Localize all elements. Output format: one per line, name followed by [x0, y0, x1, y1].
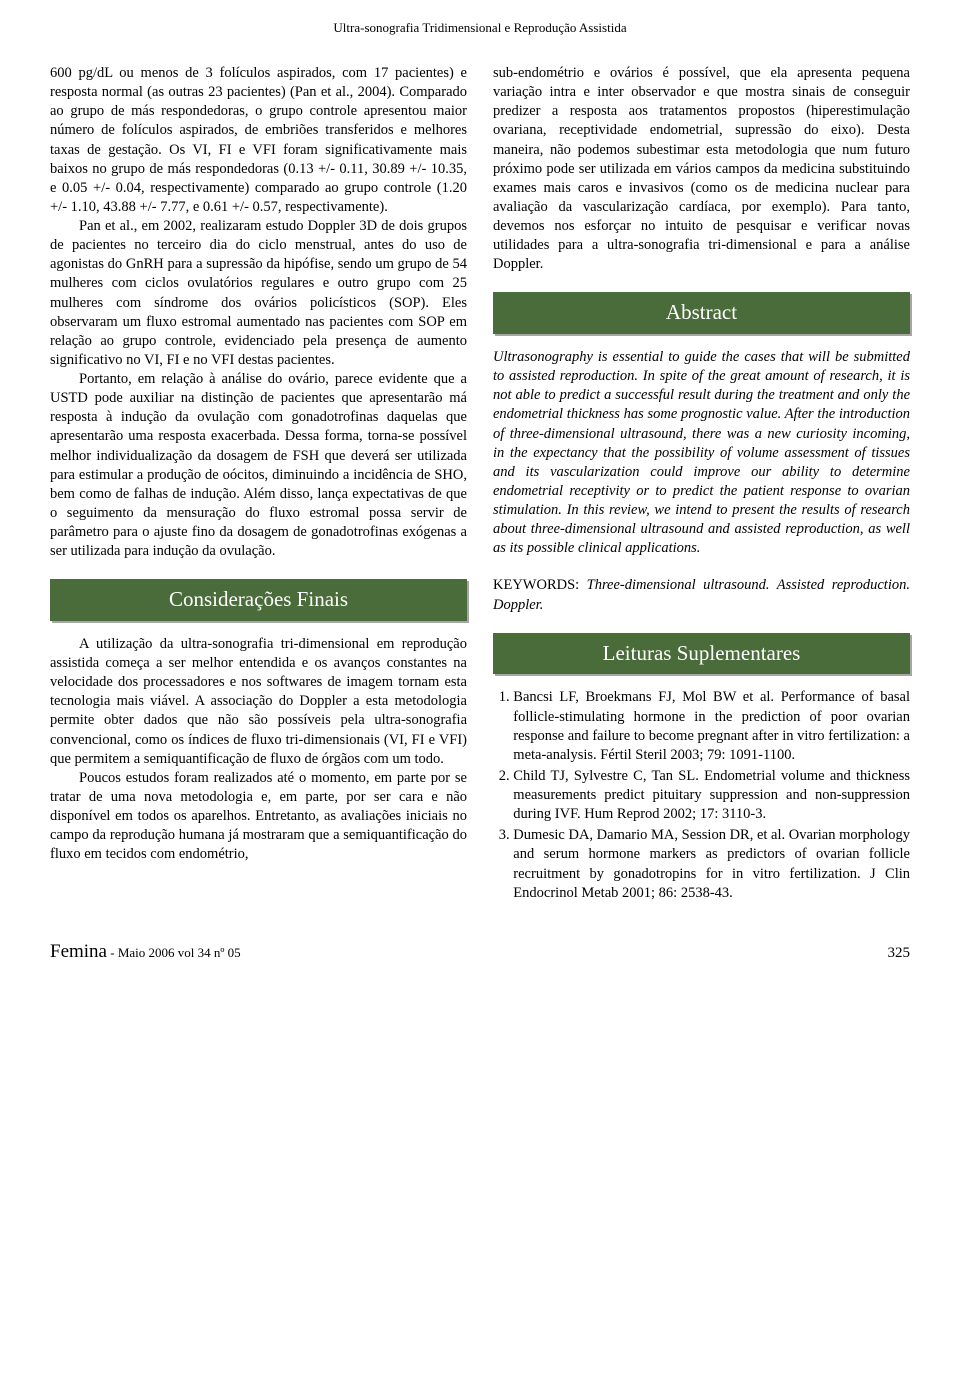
keywords-label: KEYWORDS:: [493, 577, 587, 593]
body-paragraph: 600 pg/dL ou menos de 3 folículos aspira…: [50, 64, 467, 217]
body-paragraph: Poucos estudos foram realizados até o mo…: [50, 769, 467, 865]
right-column: sub-endométrio e ovários é possível, que…: [493, 64, 910, 905]
reference-item: Dumesic DA, Damario MA, Session DR, et a…: [513, 826, 910, 903]
body-paragraph: Portanto, em relação à análise do ovário…: [50, 370, 467, 561]
section-heading-abstract: Abstract: [493, 292, 910, 334]
reference-item: Child TJ, Sylvestre C, Tan SL. Endometri…: [513, 767, 910, 824]
running-header: Ultra-sonografia Tridimensional e Reprod…: [50, 20, 910, 36]
section-heading-leituras: Leituras Suplementares: [493, 633, 910, 675]
keywords: KEYWORDS: Three-dimensional ultrasound. …: [493, 576, 910, 614]
body-paragraph: sub-endométrio e ovários é possível, que…: [493, 64, 910, 274]
section-heading-consideracoes: Considerações Finais: [50, 579, 467, 621]
issue-info: - Maio 2006 vol 34 nº 05: [107, 945, 241, 960]
two-column-layout: 600 pg/dL ou menos de 3 folículos aspira…: [50, 64, 910, 905]
page-footer: Femina - Maio 2006 vol 34 nº 05 325: [50, 941, 910, 963]
abstract-text: Ultrasonography is essential to guide th…: [493, 348, 910, 558]
body-paragraph: A utilização da ultra-sonografia tri-dim…: [50, 635, 467, 769]
reference-list: Bancsi LF, Broekmans FJ, Mol BW et al. P…: [493, 688, 910, 902]
page-number: 325: [888, 945, 911, 962]
body-paragraph: Pan et al., em 2002, realizaram estudo D…: [50, 217, 467, 370]
footer-issue: Femina - Maio 2006 vol 34 nº 05: [50, 941, 241, 963]
left-column: 600 pg/dL ou menos de 3 folículos aspira…: [50, 64, 467, 905]
reference-item: Bancsi LF, Broekmans FJ, Mol BW et al. P…: [513, 688, 910, 765]
journal-name: Femina: [50, 941, 107, 962]
